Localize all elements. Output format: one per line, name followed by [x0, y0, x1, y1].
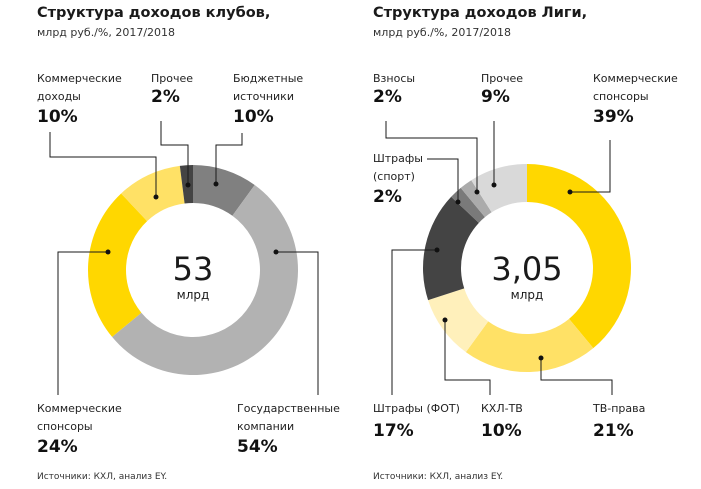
- donut-slice: [451, 187, 485, 223]
- leader-lines: [49, 121, 613, 395]
- leader-line: [49, 132, 157, 197]
- donut-slice: [527, 164, 631, 349]
- leader-dot: [491, 182, 497, 188]
- label-line: Бюджетные: [233, 72, 304, 85]
- data-label: 24%: [37, 437, 78, 457]
- center-unit: млрд: [176, 288, 210, 302]
- donut-slice: [423, 196, 479, 301]
- label-fines-payroll: Штрафы (ФОТ) 17%: [373, 400, 460, 440]
- label-commercial-income: Коммерческие доходы 10%: [37, 70, 122, 126]
- leader-dot: [455, 199, 461, 205]
- label-line: Коммерческие: [37, 402, 122, 415]
- donut-slice: [112, 185, 299, 375]
- label-line: Коммерческие: [593, 72, 678, 85]
- leader-dot: [105, 249, 111, 255]
- data-label: 10%: [481, 421, 522, 441]
- data-label: 21%: [593, 421, 634, 441]
- source-note: Источники: КХЛ, анализ EY.: [373, 472, 504, 482]
- data-label: 2%: [151, 87, 180, 107]
- label-line: Прочее: [481, 72, 524, 85]
- leader-line: [540, 358, 613, 395]
- label-line: ТВ-права: [593, 402, 646, 415]
- leader-line: [570, 140, 611, 193]
- leader-dot: [434, 247, 440, 253]
- leader-line: [160, 121, 189, 185]
- chart-subtitle: млрд руб./%, 2017/2018: [373, 26, 512, 39]
- label-tv-rights: ТВ-права 21%: [593, 400, 645, 440]
- leader-line: [391, 249, 437, 395]
- leader-line: [385, 121, 478, 192]
- leader-line: [444, 320, 491, 395]
- label-line: спонсоры: [593, 90, 649, 103]
- label-commercial-sponsors: Коммерческие спонсоры 24%: [37, 400, 122, 456]
- label-budget: Бюджетные источники 10%: [233, 70, 303, 126]
- label-line: спонсоры: [37, 420, 93, 433]
- donut-slice: [88, 193, 148, 337]
- label-line: доходы: [37, 90, 81, 103]
- leader-dots: [105, 181, 573, 361]
- leader-line: [427, 158, 459, 202]
- leader-dot: [442, 317, 448, 323]
- label-other: Прочее 9%: [481, 70, 523, 106]
- label-line: источники: [233, 90, 294, 103]
- label-line: Коммерческие: [37, 72, 122, 85]
- label-state-companies: Государственные компании 54%: [237, 400, 340, 456]
- label-line: Государственные: [237, 402, 340, 415]
- center-total: 53: [172, 250, 214, 288]
- data-label: 2%: [373, 187, 402, 207]
- data-label: 10%: [233, 107, 274, 127]
- leader-line: [276, 251, 319, 395]
- label-line: компании: [237, 420, 295, 433]
- chart-subtitle: млрд руб./%, 2017/2018: [37, 26, 176, 39]
- donut-slice: [428, 288, 489, 353]
- data-label: 9%: [481, 87, 510, 107]
- label-line: КХЛ-ТВ: [481, 402, 523, 415]
- data-label: 39%: [593, 107, 634, 127]
- data-label: 17%: [373, 421, 414, 441]
- leader-line: [57, 251, 108, 395]
- data-label: 54%: [237, 437, 278, 457]
- center-unit: млрд: [510, 288, 544, 302]
- donut-league: [423, 164, 631, 372]
- leader-dot: [185, 182, 191, 188]
- chart-title: Структура доходов клубов,: [37, 5, 271, 21]
- data-label: 10%: [37, 107, 78, 127]
- label-line: Прочее: [151, 72, 194, 85]
- chart-title: Структура доходов Лиги,: [373, 5, 588, 21]
- leader-dot: [474, 189, 480, 195]
- donut-slice: [121, 165, 185, 222]
- donut-slice: [460, 180, 492, 218]
- donut-clubs: [88, 165, 299, 375]
- leader-dot: [153, 194, 159, 200]
- leader-dot: [273, 249, 279, 255]
- data-label: 2%: [373, 87, 402, 107]
- leader-line: [215, 133, 243, 184]
- source-note: Источники: КХЛ, анализ EY.: [37, 472, 168, 482]
- donut-slice: [193, 165, 255, 216]
- label-line: (спорт): [373, 170, 415, 183]
- label-commercial-sponsors: Коммерческие спонсоры 39%: [593, 70, 678, 126]
- label-line: Штрафы: [373, 152, 423, 165]
- leader-dot: [567, 189, 573, 195]
- label-fees: Взносы 2%: [373, 70, 415, 106]
- label-line: Взносы: [373, 72, 416, 85]
- label-line: Штрафы (ФОТ): [373, 402, 460, 415]
- label-fines-sport: Штрафы (спорт) 2%: [373, 150, 423, 206]
- leader-dot: [213, 181, 219, 187]
- label-khl-tv: КХЛ-ТВ 10%: [481, 400, 523, 440]
- center-total: 3,05: [491, 250, 563, 288]
- donut-slice: [465, 318, 594, 372]
- leader-dot: [538, 355, 544, 361]
- label-other: Прочее 2%: [151, 70, 193, 106]
- donut-slice: [471, 164, 527, 213]
